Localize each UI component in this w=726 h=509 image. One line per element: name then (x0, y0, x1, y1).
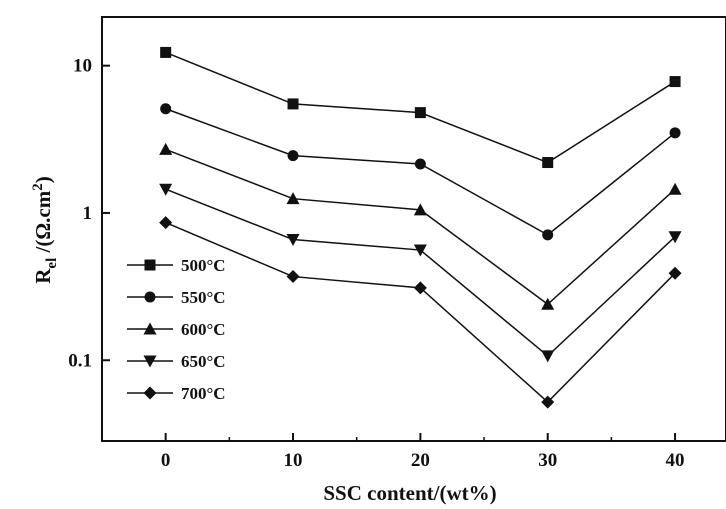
legend-item: 500°C (127, 256, 226, 275)
data-point (159, 142, 173, 155)
y-axis-label: Rel /(Ω.cm2) (30, 176, 60, 283)
data-point (414, 107, 426, 119)
legend-marker (143, 386, 157, 400)
series-2 (159, 142, 682, 310)
series-4 (159, 216, 682, 409)
x-tick-label: 40 (666, 450, 685, 471)
x-axis-ticks: 0 10 20 30 40 (161, 433, 685, 471)
data-point (414, 158, 426, 170)
data-point (542, 157, 554, 169)
data-point (287, 150, 299, 162)
y-label-unit: /(Ω.cm (31, 190, 55, 257)
data-point (286, 270, 300, 284)
series-3 (159, 183, 682, 363)
data-point (286, 234, 300, 247)
y-tick-label: 1 (83, 203, 93, 224)
series-line (165, 108, 676, 236)
y-tick-label: 0.1 (68, 350, 92, 371)
data-point (542, 229, 554, 241)
y-axis-ticks: 0.1 1 10 (68, 56, 110, 371)
data-point (160, 103, 172, 115)
legend-label: 550°C (181, 288, 226, 307)
data-point (541, 297, 555, 310)
y-label-unit-close: ) (31, 176, 55, 183)
data-point (668, 231, 682, 244)
data-point (287, 98, 299, 110)
x-tick-label: 0 (161, 450, 171, 471)
legend-item: 650°C (127, 352, 226, 371)
plot-frame (101, 16, 726, 442)
data-point (160, 46, 172, 58)
legend-item: 700°C (127, 384, 226, 403)
data-point (413, 244, 427, 257)
legend-marker (144, 291, 156, 303)
legend-label: 500°C (181, 256, 226, 275)
x-tick-label: 30 (538, 450, 557, 471)
series-line (165, 148, 676, 306)
x-tick-label: 10 (284, 450, 303, 471)
legend: 500°C 550°C 600°C 650°C 700°C (127, 256, 226, 403)
series-layer (159, 46, 682, 409)
legend-item: 600°C (127, 320, 226, 339)
legend-item: 550°C (127, 288, 226, 307)
data-point (669, 127, 681, 139)
y-label-subscript: el (44, 258, 60, 269)
legend-marker (143, 355, 157, 368)
data-point (286, 192, 300, 205)
data-point (669, 76, 681, 88)
legend-label: 600°C (181, 320, 226, 339)
data-point (541, 395, 555, 409)
legend-label: 650°C (181, 352, 226, 371)
x-tick-label: 20 (411, 450, 430, 471)
data-point (413, 203, 427, 216)
legend-marker (143, 322, 157, 335)
data-point (159, 183, 173, 196)
series-1 (160, 103, 681, 241)
y-label-main: R (31, 268, 55, 284)
x-axis-label: SSC content/(wt%) (323, 481, 496, 505)
data-point (413, 281, 427, 295)
y-label-superscript: 2 (30, 183, 46, 191)
legend-label: 700°C (181, 384, 226, 403)
data-point (159, 216, 173, 230)
legend-marker (144, 259, 156, 271)
y-tick-label: 10 (73, 56, 92, 77)
data-point (541, 350, 555, 363)
data-point (668, 182, 682, 195)
series-0 (160, 46, 681, 169)
data-point (668, 266, 682, 280)
